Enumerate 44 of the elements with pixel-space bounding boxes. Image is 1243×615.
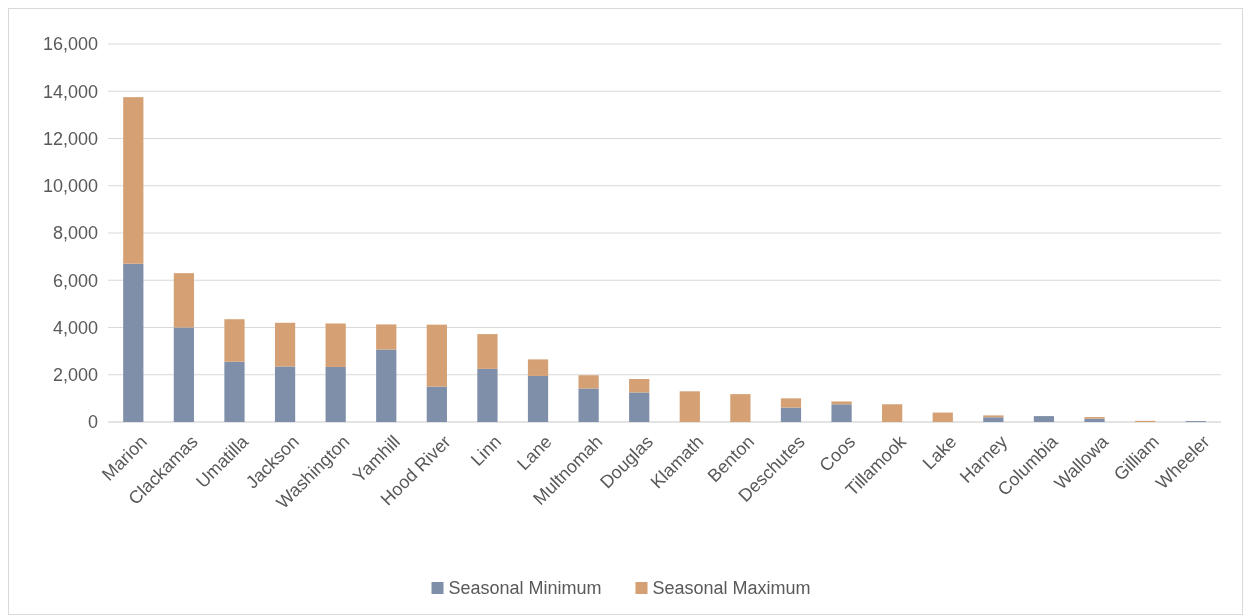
y-tick-label: 4,000 (52, 317, 98, 338)
bar (882, 404, 903, 422)
bar (426, 324, 447, 387)
bar (477, 368, 498, 422)
y-tick-label: 0 (87, 412, 98, 433)
bar (679, 391, 700, 422)
bar (325, 366, 346, 422)
bar (780, 398, 802, 408)
bar (527, 359, 549, 376)
y-tick-label: 6,000 (52, 270, 98, 291)
bar (173, 327, 194, 422)
bar (274, 322, 296, 367)
y-tick-label: 14,000 (42, 81, 98, 102)
bar (527, 375, 549, 422)
bar (780, 407, 802, 422)
bar (123, 263, 144, 422)
legend-label: Seasonal Minimum (448, 578, 602, 599)
bar (173, 273, 194, 328)
bar (224, 361, 245, 422)
y-tick-label: 2,000 (52, 365, 98, 386)
bar (932, 412, 953, 422)
legend-label: Seasonal Maximum (652, 578, 811, 599)
bar (376, 324, 397, 350)
bar (477, 334, 498, 369)
bar (578, 388, 599, 422)
bar (123, 97, 144, 264)
y-tick-label: 8,000 (52, 223, 98, 244)
bar (1033, 416, 1055, 422)
bar (730, 394, 751, 422)
bar (831, 404, 852, 422)
y-tick-label: 16,000 (42, 34, 98, 55)
bar (224, 319, 245, 362)
bar (629, 392, 650, 422)
bar (629, 379, 650, 393)
bar (983, 417, 1004, 422)
bar (376, 349, 397, 422)
y-tick-label: 12,000 (42, 128, 98, 149)
bar (325, 323, 346, 367)
bar (274, 366, 296, 422)
x-tick-label: Linn (466, 431, 506, 470)
y-tick-label: 10,000 (42, 176, 98, 197)
bar (831, 401, 852, 405)
bar (426, 386, 447, 422)
bar (578, 375, 599, 389)
